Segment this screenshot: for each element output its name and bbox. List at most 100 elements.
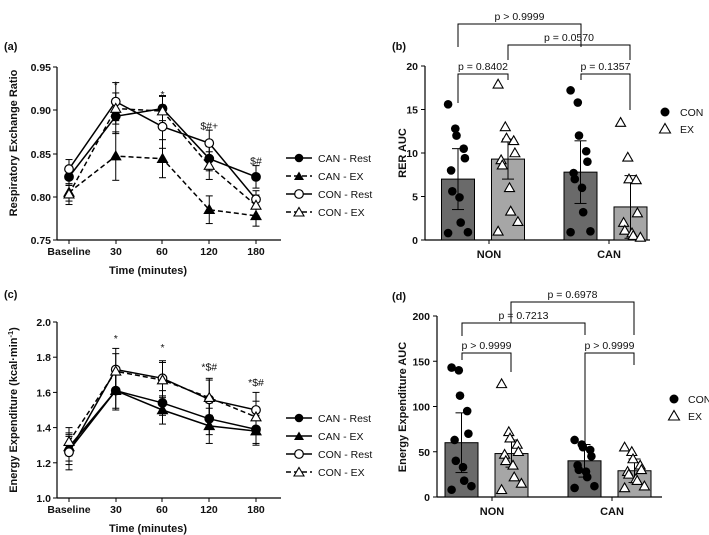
legend-label: CON - EX: [318, 207, 365, 219]
legend-label: EX: [688, 411, 702, 423]
y-tick: 0.90: [31, 105, 57, 117]
data-point: [590, 481, 599, 491]
data-point: [250, 199, 262, 210]
filled-circle-icon: [669, 394, 679, 404]
data-point: [581, 146, 591, 156]
data-point: [492, 78, 505, 89]
y-tick-label: 0: [412, 235, 418, 247]
data-point: [570, 174, 580, 184]
y-tick-label: 10: [406, 148, 418, 160]
comparison-bracket: p = 0.1357: [580, 61, 631, 110]
y-tick-label: 0.90: [31, 105, 52, 117]
x-axis-title: Time (minutes): [109, 265, 187, 277]
data-point: [250, 425, 262, 436]
data-point: [508, 470, 521, 482]
y-tick-label: 0: [424, 492, 430, 504]
data-point: [447, 363, 456, 372]
y-tick-label: 1.4: [36, 423, 51, 435]
y-axis-title: Energy Expenditure (kcal·min-1): [6, 327, 20, 493]
data-point: [630, 173, 643, 185]
x-tick-label: NON: [477, 249, 502, 261]
data-point: [587, 451, 596, 461]
significance-annotation: *: [114, 333, 118, 345]
data-point: [618, 481, 631, 493]
data-point: [566, 86, 575, 95]
data-point: [463, 227, 473, 237]
y-tick: 1.0: [36, 493, 57, 505]
y-tick-label: 2.0: [36, 317, 51, 329]
panel-a: (a) Respiratory Exchange Ratio Time (min…: [4, 41, 372, 277]
plot-area: [441, 78, 648, 242]
panel-b: (b) RER AUC 0 5 10 15 20 NON CAN p > 0.9…: [392, 11, 703, 261]
significance-annotation: *: [160, 342, 164, 354]
p-value-label: p > 0.9999: [462, 340, 512, 352]
legend-entry: CON: [660, 107, 703, 119]
data-point: [508, 146, 521, 158]
legend-label: EX: [680, 124, 694, 136]
x-tick-label: 60: [156, 246, 168, 258]
legend-entry: CON - EX: [286, 466, 365, 479]
data-point: [454, 366, 464, 375]
data-point: [447, 485, 456, 495]
data-point: [203, 203, 216, 215]
significance-annotation: *: [114, 80, 118, 92]
legend-entry: CAN - Rest: [286, 153, 371, 165]
data-point: [64, 164, 74, 174]
p-value-label: p = 0.1357: [581, 61, 631, 73]
legend: CON EX: [658, 107, 703, 136]
data-point: [573, 98, 583, 107]
x-tick-label: 120: [200, 504, 218, 516]
y-tick: 100: [412, 402, 437, 414]
data-point: [499, 120, 512, 132]
x-tick: 30: [110, 498, 122, 516]
y-tick-label: 15: [406, 105, 418, 117]
data-point: [504, 205, 517, 216]
x-tick: 60: [156, 498, 168, 516]
data-point: [495, 483, 508, 495]
comparison-bracket: p = 0.0570: [507, 32, 631, 60]
data-point: [578, 207, 588, 217]
data-point: [500, 132, 513, 143]
y-tick: 200: [412, 311, 437, 323]
data-point: [446, 166, 456, 175]
filled-circle-icon: [294, 413, 304, 423]
x-tick-label: 180: [247, 504, 265, 516]
data-point: [157, 121, 168, 132]
y-axis-title-end: ): [8, 327, 20, 331]
p-value-label: p = 0.7213: [499, 310, 549, 322]
x-tick: NON: [480, 497, 504, 518]
data-point: [250, 410, 262, 422]
x-tick: NON: [477, 240, 502, 261]
y-axis-title-text: Energy Expenditure (kcal·min: [8, 337, 20, 493]
y-tick: 0: [424, 492, 437, 504]
data-point: [623, 172, 635, 184]
data-point: [566, 227, 575, 237]
y-tick: 0: [412, 235, 425, 247]
open-triangle-icon: [667, 409, 681, 421]
plot-area: [444, 363, 652, 498]
open-triangle-icon: [293, 206, 305, 217]
x-tick: 180: [247, 240, 265, 258]
data-point: [614, 116, 627, 127]
y-tick: 150: [412, 356, 437, 368]
x-tick-label: 180: [247, 246, 265, 258]
filled-circle-icon: [660, 107, 670, 117]
data-point: [622, 468, 635, 479]
significance-annotation: $#: [250, 156, 262, 168]
data-point: [638, 480, 651, 491]
filled-triangle-icon: [294, 171, 304, 180]
data-point: [621, 151, 634, 162]
open-triangle-icon: [293, 466, 305, 477]
y-axis-title: RER AUC: [397, 128, 409, 178]
x-axis-title: Time (minutes): [109, 523, 187, 535]
y-tick: 20: [406, 61, 425, 73]
x-tick: 60: [156, 240, 168, 258]
data-point: [63, 188, 75, 199]
legend-label: CON - Rest: [318, 449, 372, 461]
data-point: [631, 206, 644, 218]
y-tick: 0.80: [31, 192, 57, 204]
plot-area: * * $#+ $#: [63, 80, 262, 227]
y-tick-label: 1.6: [36, 387, 51, 399]
data-point: [503, 181, 516, 193]
x-tick: CAN: [597, 240, 621, 261]
